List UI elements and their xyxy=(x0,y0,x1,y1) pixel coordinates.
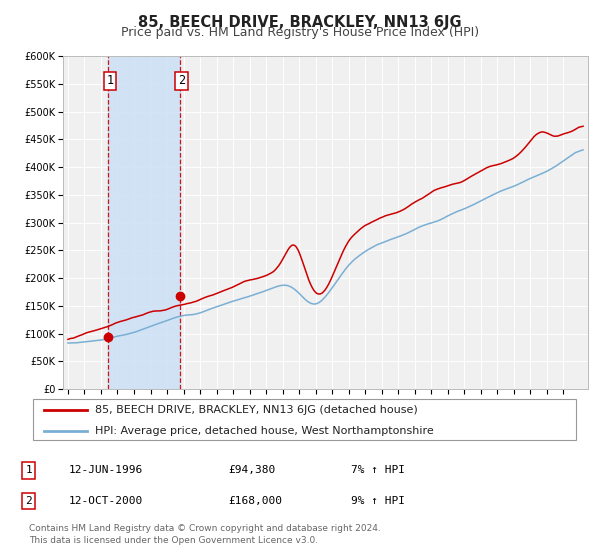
Text: £94,380: £94,380 xyxy=(228,465,275,475)
Text: 1: 1 xyxy=(106,74,113,87)
Text: 12-OCT-2000: 12-OCT-2000 xyxy=(69,496,143,506)
Text: 1: 1 xyxy=(25,465,32,475)
Text: 9% ↑ HPI: 9% ↑ HPI xyxy=(351,496,405,506)
Bar xyxy=(109,56,180,389)
Text: HPI: Average price, detached house, West Northamptonshire: HPI: Average price, detached house, West… xyxy=(95,426,434,436)
Text: 2: 2 xyxy=(178,74,185,87)
Text: Price paid vs. HM Land Registry's House Price Index (HPI): Price paid vs. HM Land Registry's House … xyxy=(121,26,479,39)
Text: £168,000: £168,000 xyxy=(228,496,282,506)
Text: 12-JUN-1996: 12-JUN-1996 xyxy=(69,465,143,475)
Text: 85, BEECH DRIVE, BRACKLEY, NN13 6JG: 85, BEECH DRIVE, BRACKLEY, NN13 6JG xyxy=(138,15,462,30)
Text: Contains HM Land Registry data © Crown copyright and database right 2024.: Contains HM Land Registry data © Crown c… xyxy=(29,524,380,533)
Text: 85, BEECH DRIVE, BRACKLEY, NN13 6JG (detached house): 85, BEECH DRIVE, BRACKLEY, NN13 6JG (det… xyxy=(95,405,418,415)
Text: This data is licensed under the Open Government Licence v3.0.: This data is licensed under the Open Gov… xyxy=(29,536,318,545)
Text: 7% ↑ HPI: 7% ↑ HPI xyxy=(351,465,405,475)
Text: 2: 2 xyxy=(25,496,32,506)
